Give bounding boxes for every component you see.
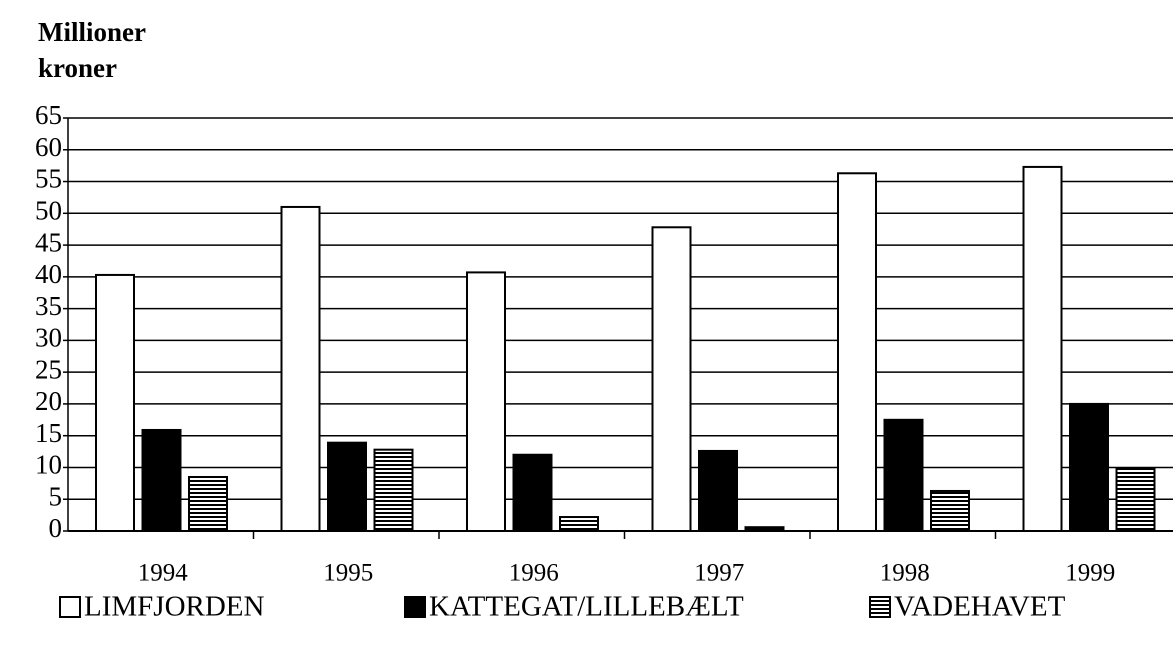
bar xyxy=(327,441,367,533)
legend-swatch xyxy=(59,596,81,618)
x-tick-label: 1999 xyxy=(1065,560,1115,587)
x-tick-label: 1998 xyxy=(880,560,930,587)
y-tick-label: 50 xyxy=(35,196,62,226)
legend-label: KATTEGAT/LILLEBÆLT xyxy=(429,591,744,623)
y-tick-label: 10 xyxy=(35,450,62,480)
y-tick-label: 20 xyxy=(35,386,62,416)
bar xyxy=(698,449,738,532)
bar xyxy=(280,205,321,532)
bar xyxy=(1069,402,1109,532)
bar xyxy=(930,489,970,532)
legend-label: VADEHAVET xyxy=(894,591,1066,623)
y-tick-label: 5 xyxy=(49,481,63,511)
y-tick-label: 40 xyxy=(35,259,62,289)
bar xyxy=(188,475,228,532)
bar xyxy=(466,271,506,532)
bar xyxy=(373,448,414,533)
legend-label: LIMFJORDEN xyxy=(84,591,265,623)
y-tick-label: 45 xyxy=(35,227,62,257)
x-tick-label: 1996 xyxy=(509,560,559,587)
bar xyxy=(651,226,692,532)
bar xyxy=(559,516,599,533)
bar xyxy=(1022,165,1063,532)
bar xyxy=(95,273,135,532)
bar xyxy=(883,418,924,532)
y-tick-label: 35 xyxy=(35,291,62,321)
x-tick-label: 1995 xyxy=(323,560,373,587)
bar xyxy=(141,428,182,532)
bar xyxy=(512,453,553,532)
y-tick-label: 55 xyxy=(35,164,62,194)
legend-swatch xyxy=(404,596,426,618)
y-tick-label: 15 xyxy=(35,418,62,448)
x-tick-label: 1994 xyxy=(138,560,189,587)
bar xyxy=(837,172,877,532)
y-axis-label: Millioner kroner xyxy=(38,17,146,83)
y-tick-label: 25 xyxy=(35,354,62,384)
bar xyxy=(1115,467,1156,532)
y-tick-label: 30 xyxy=(35,323,62,353)
legend-swatch xyxy=(869,596,891,618)
y-tick-label: 0 xyxy=(49,513,63,543)
y-tick-label: 60 xyxy=(35,132,62,162)
x-tick-label: 1997 xyxy=(694,560,744,587)
y-tick-label: 65 xyxy=(35,100,62,130)
